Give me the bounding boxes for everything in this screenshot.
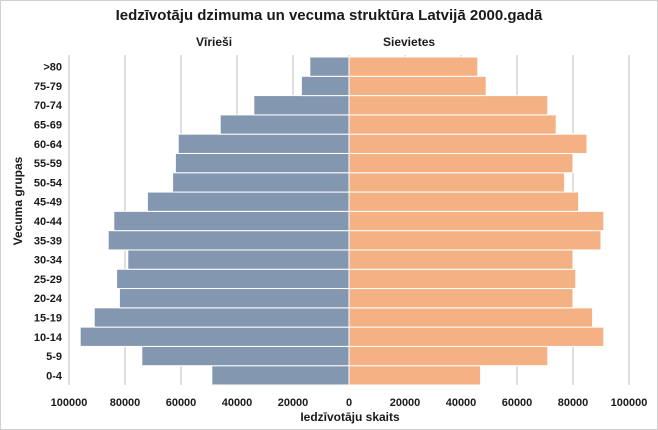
bar-female-40-44 [348, 210, 605, 232]
x-tick-label: 40000 [446, 397, 477, 409]
y-tick-label: 30-34 [34, 255, 63, 267]
y-tick-label: >80 [43, 62, 62, 74]
bar-male-55-59 [174, 152, 350, 174]
bar-female-45-49 [348, 191, 580, 212]
y-tick-label: 55-59 [34, 158, 62, 170]
x-axis-title: Iedzīvotāju skaits [300, 410, 400, 424]
x-tick-label: 80000 [110, 397, 141, 409]
bar-male-40-44 [113, 210, 350, 232]
bar-female-60-64 [348, 133, 588, 154]
bar-female-75-79 [348, 75, 487, 97]
x-tick-label: 60000 [502, 397, 533, 409]
x-tick-label: 100000 [51, 397, 88, 409]
y-tick-label: 50-54 [34, 177, 63, 189]
bar-male-10-14 [79, 326, 350, 347]
bar-female-0-4 [348, 365, 482, 386]
x-tick-label: 0 [346, 397, 352, 409]
y-tick-label: 5-9 [46, 351, 62, 363]
y-tick-label: 45-49 [34, 197, 62, 209]
y-tick-label: 40-44 [34, 216, 63, 228]
bar-male-0-4 [211, 365, 350, 386]
y-tick-label: 65-69 [34, 120, 62, 132]
bar-male-50-54 [172, 172, 350, 193]
series-label-male: Vīrieši [196, 35, 233, 49]
bar-male-25-29 [116, 268, 350, 290]
bar-female-35-39 [348, 230, 602, 251]
y-tick-label: 35-39 [34, 235, 62, 247]
bar-male-45-49 [146, 191, 350, 212]
y-tick-label: 60-64 [34, 139, 63, 151]
y-tick-label: 75-79 [34, 81, 62, 93]
bar-female-15-19 [348, 307, 594, 328]
bar-female-20-24 [348, 288, 574, 309]
bar-female->80 [348, 56, 479, 77]
y-tick-label: 10-14 [34, 332, 63, 344]
bar-male-35-39 [107, 230, 350, 251]
y-tick-labels: 0-4 5-9 10-14 15-19 20-24 25-29 30-34 35-39 40-4… [34, 62, 63, 383]
y-tick-label: 15-19 [34, 312, 62, 324]
bar-male->80 [309, 56, 350, 77]
bar-female-55-59 [348, 152, 574, 174]
bar-female-10-14 [348, 326, 605, 347]
bar-female-70-74 [348, 95, 549, 116]
y-tick-label: 0-4 [46, 370, 63, 382]
bar-female-65-69 [348, 114, 557, 135]
series-label-female: Sievietes [383, 35, 436, 49]
y-axis-title: Vecuma grupas [11, 156, 25, 245]
y-tick-label: 70-74 [34, 100, 63, 112]
bar-male-30-34 [127, 249, 350, 270]
bar-male-5-9 [141, 345, 350, 367]
bar-male-70-74 [253, 95, 350, 116]
x-tick-label: 60000 [166, 397, 197, 409]
bar-female-30-34 [348, 249, 574, 270]
x-tick-labels: 100000 80000 60000 40000 20000 0 20000 40000 600… [51, 397, 648, 409]
y-tick-label: 20-24 [34, 293, 63, 305]
x-tick-label: 20000 [278, 397, 309, 409]
bar-male-75-79 [300, 75, 350, 97]
bar-female-50-54 [348, 172, 566, 193]
y-tick-label: 25-29 [34, 274, 62, 286]
bar-female-25-29 [348, 268, 577, 290]
bar-male-65-69 [219, 114, 350, 135]
bar-female-5-9 [348, 345, 549, 367]
bars [79, 56, 605, 386]
bar-male-20-24 [118, 288, 350, 309]
bar-male-15-19 [93, 307, 350, 328]
bar-male-60-64 [177, 133, 350, 154]
x-tick-label: 100000 [611, 397, 648, 409]
x-tick-label: 40000 [222, 397, 253, 409]
x-tick-label: 80000 [558, 397, 589, 409]
chart-title: Iedzīvotāju dzimuma un vecuma struktūra … [115, 7, 543, 24]
x-tick-label: 20000 [390, 397, 421, 409]
